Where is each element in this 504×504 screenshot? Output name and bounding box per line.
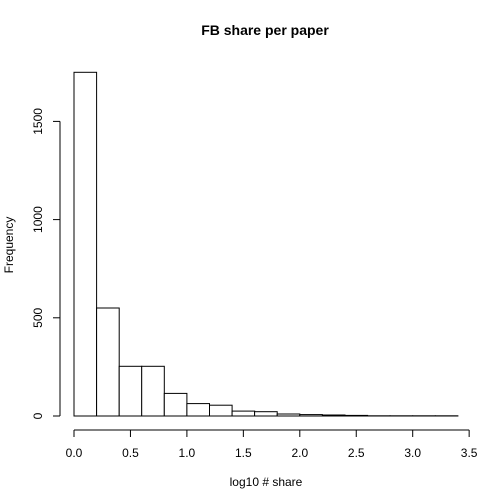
histogram-bar — [231, 410, 256, 417]
x-tick-label: 2.5 — [348, 446, 365, 460]
histogram-bar — [118, 365, 143, 417]
bars-group — [73, 71, 459, 417]
y-tick-label: 500 — [31, 307, 45, 327]
x-tick-label: 3.0 — [404, 446, 421, 460]
y-tick-label: 1000 — [31, 206, 45, 233]
histogram-bar — [96, 307, 120, 417]
histogram-bar — [209, 404, 233, 417]
histogram-bar — [254, 411, 278, 417]
chart-title: FB share per paper — [201, 22, 329, 38]
histogram-bar — [163, 392, 188, 417]
x-tick-label: 1.5 — [235, 446, 252, 460]
histogram-bar — [276, 413, 301, 417]
y-tick-label: 0 — [31, 412, 45, 419]
x-tick-label: 0.0 — [66, 446, 83, 460]
histogram-bar — [344, 414, 369, 417]
y-axis: 0 500 1000 1500 — [31, 108, 61, 419]
histogram-bar — [186, 403, 210, 417]
histogram-bar — [321, 414, 346, 417]
x-tick-label: 3.5 — [461, 446, 478, 460]
histogram-bar — [141, 365, 165, 417]
x-axis-label: log10 # share — [230, 475, 303, 489]
x-tick-label: 0.5 — [122, 446, 139, 460]
x-tick-label: 1.0 — [179, 446, 196, 460]
y-axis-label: Frequency — [2, 217, 16, 274]
histogram-bar — [299, 414, 323, 417]
y-tick-label: 1500 — [31, 108, 45, 135]
histogram-bar — [73, 71, 98, 417]
x-tick-label: 2.0 — [291, 446, 308, 460]
x-axis: 0.0 0.5 1.0 1.5 2.0 2.5 3.0 3.5 — [66, 429, 478, 460]
